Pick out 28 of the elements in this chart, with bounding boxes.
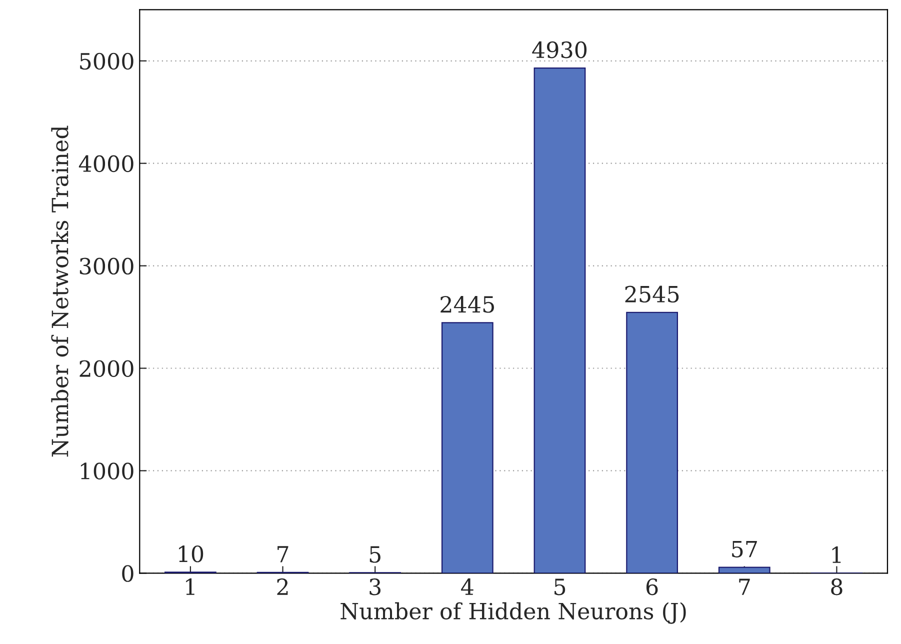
data-label: 10 [179, 545, 204, 562]
x-tick-label: 5 [554, 578, 566, 596]
data-label: 4930 [532, 41, 587, 58]
y-tick-label: 2000 [80, 360, 134, 378]
x-tick-label: 7 [739, 578, 750, 595]
x-tick-label: 2 [277, 578, 288, 595]
y-tick-label: 1000 [80, 462, 134, 480]
x-tick-label: 4 [461, 578, 474, 595]
x-tick-label: 1 [186, 578, 194, 595]
y-tick-label: 0 [122, 565, 134, 582]
y-tick-label: 5000 [80, 52, 134, 70]
data-label: 7 [278, 546, 288, 562]
bar [534, 68, 586, 574]
data-label: 2445 [440, 296, 494, 313]
y-axis-title: Number of Networks Trained [51, 126, 68, 457]
data-label: 1 [832, 546, 841, 563]
y-tick-label: 3000 [80, 258, 134, 275]
x-tick-label: 8 [831, 578, 842, 596]
bar [441, 322, 494, 574]
x-tick-label: 3 [370, 578, 381, 596]
data-label: 57 [732, 540, 757, 558]
x-tick-label: 6 [646, 578, 658, 596]
bar [626, 312, 678, 574]
bar [718, 566, 770, 574]
data-label: 5 [370, 546, 380, 563]
data-label: 2545 [625, 286, 679, 303]
x-axis-title: Number of Hidden Neurons (J) [340, 602, 686, 624]
y-tick-label: 4000 [78, 155, 134, 172]
